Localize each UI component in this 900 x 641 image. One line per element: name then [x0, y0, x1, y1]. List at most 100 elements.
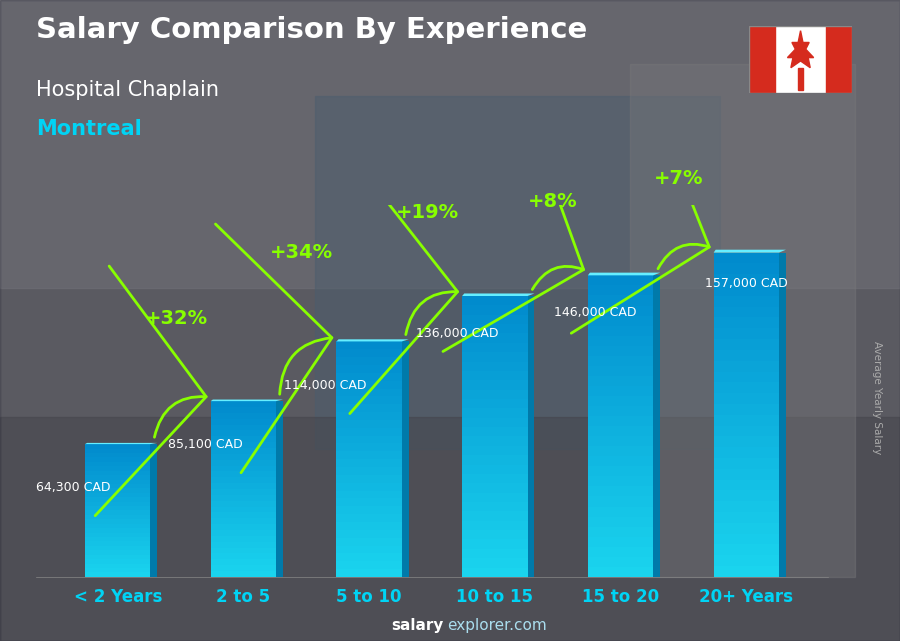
Bar	[463, 380, 527, 390]
Bar	[588, 366, 653, 376]
Bar	[401, 342, 409, 577]
Bar	[85, 551, 150, 554]
Bar	[714, 339, 779, 350]
Bar	[337, 444, 401, 451]
Bar	[714, 328, 779, 339]
Bar	[85, 524, 150, 528]
Bar	[588, 467, 653, 476]
Bar	[85, 466, 150, 470]
Bar	[588, 567, 653, 577]
Bar	[337, 459, 401, 467]
Bar	[337, 475, 401, 483]
Bar	[211, 571, 276, 577]
Bar	[211, 542, 276, 547]
Bar	[211, 448, 276, 454]
Bar	[588, 426, 653, 436]
Bar	[337, 365, 401, 373]
Bar	[85, 537, 150, 542]
Bar	[85, 458, 150, 462]
Bar	[588, 557, 653, 567]
Bar	[588, 376, 653, 386]
Text: 136,000 CAD: 136,000 CAD	[416, 327, 499, 340]
Bar	[630, 64, 855, 577]
Text: +32%: +32%	[145, 309, 208, 328]
Bar	[714, 523, 779, 534]
Bar	[463, 296, 527, 305]
Bar	[714, 263, 779, 274]
Bar	[211, 430, 276, 437]
Text: +19%: +19%	[396, 203, 459, 222]
Bar	[85, 462, 150, 466]
Text: Salary Comparison By Experience: Salary Comparison By Experience	[36, 16, 587, 44]
Bar	[588, 537, 653, 547]
FancyArrowPatch shape	[215, 224, 332, 472]
Bar	[85, 515, 150, 519]
Bar	[714, 372, 779, 382]
Bar	[211, 553, 276, 560]
Bar	[714, 415, 779, 426]
Text: Hospital Chaplain: Hospital Chaplain	[36, 80, 219, 100]
Bar	[337, 396, 401, 404]
Bar	[588, 315, 653, 326]
Bar	[85, 506, 150, 510]
Bar	[463, 305, 527, 315]
Bar	[337, 388, 401, 396]
Bar	[85, 572, 150, 577]
Bar	[588, 446, 653, 456]
Bar	[315, 96, 720, 449]
Bar	[588, 386, 653, 396]
Bar	[588, 285, 653, 296]
Bar	[588, 456, 653, 467]
Bar	[588, 326, 653, 336]
Bar	[714, 426, 779, 437]
Bar	[714, 458, 779, 469]
Bar	[85, 559, 150, 563]
Bar	[714, 437, 779, 447]
Polygon shape	[211, 399, 283, 401]
Text: 114,000 CAD: 114,000 CAD	[284, 379, 366, 392]
Bar	[211, 442, 276, 448]
Bar	[211, 530, 276, 536]
Bar	[463, 418, 527, 427]
Bar	[463, 408, 527, 418]
Bar	[588, 406, 653, 416]
Bar	[337, 349, 401, 357]
Bar	[714, 479, 779, 490]
Bar	[714, 306, 779, 317]
Bar	[211, 547, 276, 553]
Bar	[653, 276, 661, 577]
Bar	[588, 306, 653, 315]
Bar	[337, 451, 401, 459]
Bar	[211, 465, 276, 471]
Bar	[463, 502, 527, 512]
Text: 85,100 CAD: 85,100 CAD	[168, 438, 243, 451]
Bar	[714, 393, 779, 404]
Bar	[588, 296, 653, 306]
Bar	[714, 382, 779, 393]
Bar	[714, 555, 779, 566]
Bar	[85, 510, 150, 515]
Bar	[337, 420, 401, 428]
Bar	[211, 565, 276, 571]
Bar	[588, 527, 653, 537]
Bar	[211, 413, 276, 419]
Bar	[463, 333, 527, 343]
Text: Montreal: Montreal	[36, 119, 142, 138]
Bar	[276, 401, 283, 577]
Polygon shape	[798, 68, 803, 90]
Bar	[337, 373, 401, 381]
Bar	[85, 563, 150, 568]
Text: 146,000 CAD: 146,000 CAD	[554, 306, 636, 319]
Bar	[588, 345, 653, 356]
Bar	[588, 396, 653, 406]
Bar	[714, 317, 779, 328]
Bar	[337, 381, 401, 388]
Bar	[211, 519, 276, 524]
Bar	[463, 362, 527, 371]
Polygon shape	[788, 31, 814, 68]
Bar	[211, 424, 276, 430]
Bar	[85, 470, 150, 475]
Bar	[0, 417, 900, 641]
Bar	[337, 522, 401, 530]
Bar	[463, 324, 527, 333]
